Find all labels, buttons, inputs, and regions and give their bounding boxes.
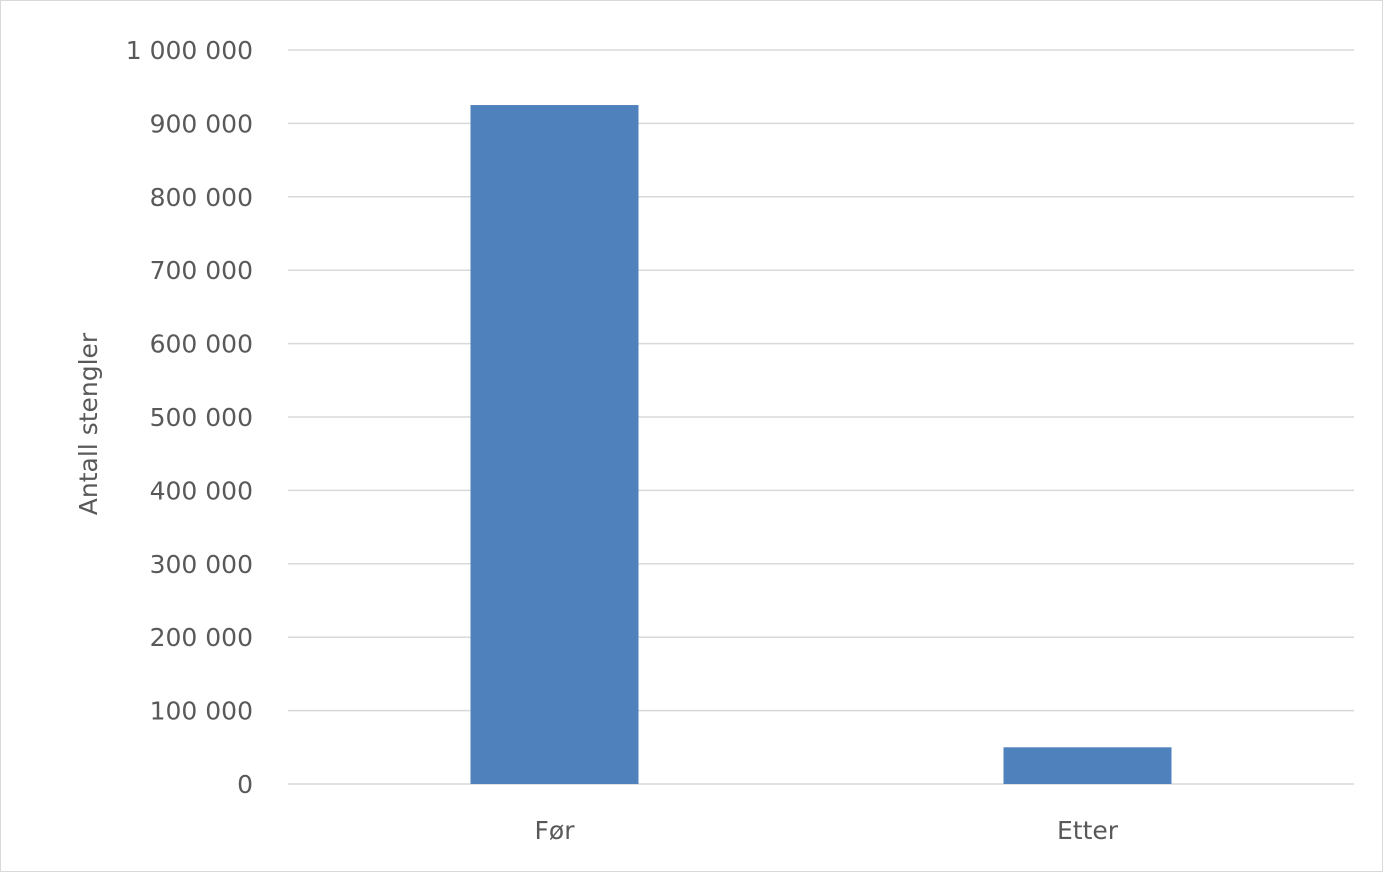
y-tick-labels: 0 100 000 200 000 300 000 400 000 500 000 600 … <box>126 36 253 799</box>
x-tick-label: Etter <box>1057 816 1119 845</box>
y-tick-label: 200 000 <box>150 623 253 652</box>
x-tick-label: Før <box>535 816 576 845</box>
y-tick-label: 100 000 <box>150 697 253 726</box>
bar-0 <box>470 105 639 785</box>
y-tick-label: 400 000 <box>150 476 253 505</box>
x-tick-labels: Før Etter <box>535 816 1119 845</box>
y-tick-label: 0 <box>237 770 253 799</box>
y-tick-label: 700 000 <box>150 256 253 285</box>
y-tick-label: 800 000 <box>150 183 253 212</box>
y-tick-label: 600 000 <box>150 330 253 359</box>
y-tick-label: 500 000 <box>150 403 253 432</box>
y-tick-label: 1 000 000 <box>126 36 253 65</box>
gridlines <box>288 49 1354 785</box>
bars <box>470 105 1172 785</box>
y-tick-label: 900 000 <box>150 109 253 138</box>
y-tick-label: 300 000 <box>150 550 253 579</box>
y-axis-title: Antall stengler <box>74 332 103 515</box>
bar-1 <box>1003 747 1172 784</box>
